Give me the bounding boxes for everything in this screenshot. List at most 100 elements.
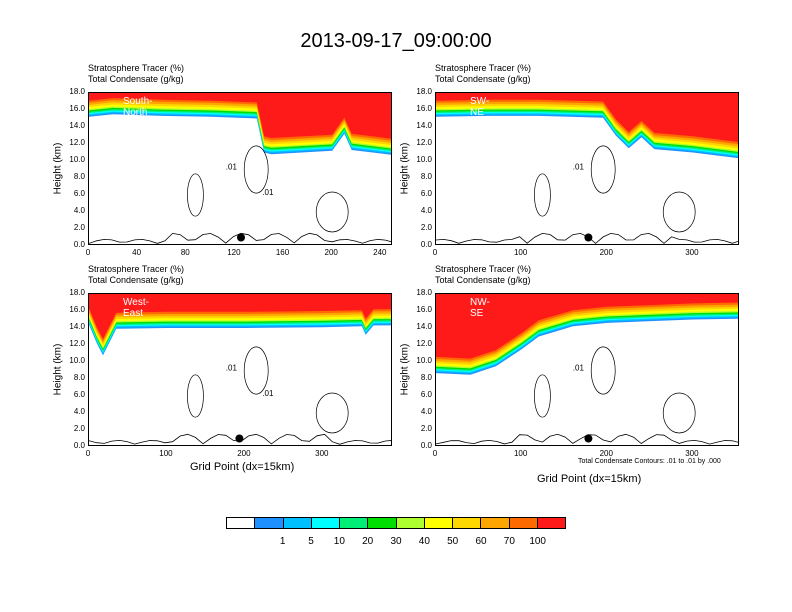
colorbar-swatch — [255, 518, 284, 528]
colorbar-swatch — [537, 518, 565, 528]
colorbar-swatch — [368, 518, 397, 528]
colorbar-label: 20 — [362, 536, 374, 547]
x-tick-label: 200 — [599, 449, 613, 458]
contour-note: Total Condensate Contours: .01 to .01 by… — [578, 458, 721, 465]
variable-label-tracer: Stratosphere Tracer (%) — [435, 63, 532, 73]
y-tick-label: 18.0 — [416, 87, 432, 96]
plot-area: .01 — [435, 92, 739, 245]
y-tick-label: 10.0 — [69, 155, 85, 164]
variable-label-tracer: Stratosphere Tracer (%) — [88, 63, 185, 73]
contour-label: .01 — [262, 188, 274, 197]
y-tick-label: 8.0 — [420, 373, 432, 382]
x-axis-label: Grid Point (dx=15km) — [537, 473, 642, 485]
y-tick-label: 10.0 — [416, 155, 432, 164]
condensate-contour-low — [89, 232, 391, 244]
y-tick-label: 2.0 — [420, 223, 432, 232]
location-marker — [584, 434, 593, 443]
y-tick-label: 14.0 — [69, 322, 85, 331]
colorbar-swatch — [340, 518, 369, 528]
colorbar-label: 10 — [333, 536, 345, 547]
condensate-contour-cloud — [187, 374, 204, 418]
condensate-contour-cloud — [243, 145, 269, 194]
y-tick-label: 0.0 — [73, 441, 85, 450]
tracer-band-0 — [436, 294, 738, 359]
tracer-band-0 — [436, 93, 738, 143]
y-tick-label: 12.0 — [69, 138, 85, 147]
colorbar-swatch — [283, 518, 312, 528]
colorbar-label: 40 — [418, 536, 430, 547]
variable-label-condensate: Total Condensate (g/kg) — [88, 275, 184, 285]
tracer-band-0 — [89, 294, 391, 339]
variable-label-tracer: Stratosphere Tracer (%) — [88, 264, 185, 274]
y-tick-label: 2.0 — [73, 223, 85, 232]
condensate-contour-cloud — [315, 392, 349, 434]
colorbar-swatch — [453, 518, 482, 528]
variable-label-condensate: Total Condensate (g/kg) — [435, 275, 531, 285]
condensate-contour-cloud — [662, 191, 696, 233]
y-tick-label: 16.0 — [416, 305, 432, 314]
y-tick-label: 6.0 — [420, 390, 432, 399]
x-tick-label: 100 — [513, 449, 528, 458]
y-tick-label: 18.0 — [416, 288, 432, 297]
cross-section-name: SW-NE — [470, 96, 490, 118]
cross-section-name: West-East — [123, 297, 149, 319]
condensate-contour-cloud — [315, 191, 349, 233]
contour-label: .01 — [573, 163, 585, 172]
tracer-field: .01 — [436, 294, 738, 445]
x-tick-label: 0 — [85, 449, 91, 458]
x-tick-label: 300 — [685, 449, 699, 458]
cross-section-name: NW-SE — [470, 297, 490, 319]
plot-area: .01 .01 — [88, 293, 392, 446]
x-tick-label: 200 — [324, 248, 338, 257]
location-marker — [584, 233, 593, 242]
condensate-contour-cloud — [187, 173, 204, 217]
colorbar-label: 100 — [529, 536, 546, 547]
y-tick-label: 0.0 — [420, 441, 432, 450]
x-tick-label: 200 — [599, 248, 613, 257]
x-tick-label: 0 — [85, 248, 91, 257]
colorbar-label: 70 — [503, 536, 515, 547]
y-tick-label: 16.0 — [69, 305, 85, 314]
y-tick-label: 4.0 — [73, 407, 85, 416]
colorbar-label: 50 — [447, 536, 459, 547]
contour-label: .01 — [262, 389, 274, 398]
x-tick-label: 300 — [315, 449, 329, 458]
plot-area: .01 — [435, 293, 739, 446]
y-tick-label: 4.0 — [420, 407, 432, 416]
y-tick-label: 18.0 — [69, 87, 85, 96]
y-tick-label: 12.0 — [69, 339, 85, 348]
x-tick-label: 240 — [373, 248, 387, 257]
cross-section-name: South-North — [123, 96, 153, 118]
x-tick-label: 0 — [432, 248, 438, 257]
y-tick-label: 2.0 — [73, 424, 85, 433]
y-tick-label: 6.0 — [420, 189, 432, 198]
colorbar-swatch — [396, 518, 425, 528]
condensate-contour-cloud — [534, 374, 551, 418]
y-tick-label: 18.0 — [69, 288, 85, 297]
y-tick-label: 2.0 — [420, 424, 432, 433]
colorbar-swatch — [227, 518, 256, 528]
condensate-contour-cloud — [534, 173, 551, 217]
x-tick-label: 120 — [227, 248, 241, 257]
contour-label: .01 — [573, 364, 585, 373]
y-tick-label: 14.0 — [69, 121, 85, 130]
colorbar-swatch — [509, 518, 538, 528]
x-tick-label: 160 — [275, 248, 290, 257]
x-tick-label: 300 — [685, 248, 699, 257]
y-tick-label: 12.0 — [416, 339, 432, 348]
location-marker — [237, 233, 245, 242]
x-tick-label: 40 — [132, 248, 142, 257]
y-tick-label: 10.0 — [416, 356, 432, 365]
colorbar-label: 30 — [390, 536, 402, 547]
colorbar-swatch — [424, 518, 453, 528]
y-tick-label: 6.0 — [73, 390, 85, 399]
variable-label-condensate: Total Condensate (g/kg) — [435, 74, 531, 84]
tracer-band-0 — [89, 93, 391, 139]
location-marker — [235, 434, 244, 443]
x-tick-label: 200 — [237, 449, 251, 458]
colorbar-label: 5 — [308, 536, 314, 547]
plot-area: .01 .01 — [88, 92, 392, 245]
y-tick-label: 8.0 — [73, 172, 85, 181]
y-tick-label: 8.0 — [73, 373, 85, 382]
tracer-field: .01 — [436, 93, 738, 244]
